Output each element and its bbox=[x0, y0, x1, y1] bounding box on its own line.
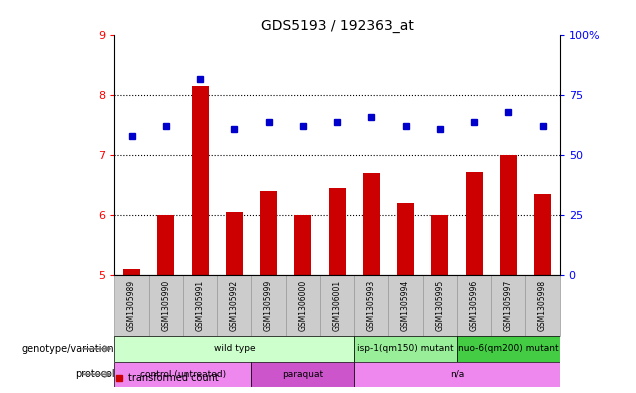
Text: genotype/variation: genotype/variation bbox=[22, 344, 114, 354]
Text: wild type: wild type bbox=[214, 344, 255, 353]
Bar bbox=[286, 275, 320, 336]
Bar bbox=[354, 362, 560, 387]
Bar bbox=[226, 212, 243, 275]
Bar bbox=[431, 215, 448, 275]
Bar bbox=[500, 155, 517, 275]
Bar bbox=[423, 275, 457, 336]
Text: GSM1305996: GSM1305996 bbox=[469, 280, 478, 331]
Bar bbox=[251, 275, 286, 336]
Bar bbox=[389, 275, 423, 336]
Bar bbox=[354, 275, 389, 336]
Bar bbox=[260, 191, 277, 275]
Text: control (untreated): control (untreated) bbox=[140, 370, 226, 379]
Bar bbox=[457, 336, 560, 362]
Text: GSM1305998: GSM1305998 bbox=[538, 280, 547, 331]
Bar bbox=[534, 194, 551, 275]
Bar bbox=[114, 362, 251, 387]
Bar bbox=[354, 336, 457, 362]
Bar bbox=[363, 173, 380, 275]
Bar bbox=[397, 203, 414, 275]
Text: transformed count: transformed count bbox=[128, 373, 219, 383]
Bar bbox=[191, 86, 209, 275]
Bar bbox=[123, 269, 140, 275]
Bar bbox=[466, 172, 483, 275]
Text: n/a: n/a bbox=[450, 370, 464, 379]
Text: isp-1(qm150) mutant: isp-1(qm150) mutant bbox=[357, 344, 454, 353]
Bar bbox=[218, 275, 251, 336]
Bar bbox=[491, 275, 525, 336]
Text: GSM1305999: GSM1305999 bbox=[264, 280, 273, 331]
Text: GSM1305993: GSM1305993 bbox=[367, 280, 376, 331]
Text: GSM1305995: GSM1305995 bbox=[435, 280, 445, 331]
Bar bbox=[149, 275, 183, 336]
Bar bbox=[294, 215, 312, 275]
Title: GDS5193 / 192363_at: GDS5193 / 192363_at bbox=[261, 19, 413, 33]
Bar bbox=[114, 275, 149, 336]
Bar bbox=[114, 336, 354, 362]
Bar bbox=[183, 275, 218, 336]
Text: GSM1306001: GSM1306001 bbox=[333, 280, 342, 331]
Bar bbox=[457, 275, 491, 336]
Text: GSM1305992: GSM1305992 bbox=[230, 280, 239, 331]
Text: nuo-6(qm200) mutant: nuo-6(qm200) mutant bbox=[458, 344, 558, 353]
Text: GSM1306000: GSM1306000 bbox=[298, 280, 307, 331]
Bar bbox=[320, 275, 354, 336]
Bar bbox=[251, 362, 354, 387]
Bar bbox=[525, 275, 560, 336]
Bar bbox=[329, 188, 345, 275]
Text: GSM1305990: GSM1305990 bbox=[162, 280, 170, 331]
Text: GSM1305994: GSM1305994 bbox=[401, 280, 410, 331]
Text: protocol: protocol bbox=[75, 369, 114, 379]
Bar bbox=[157, 215, 174, 275]
Text: GSM1305991: GSM1305991 bbox=[196, 280, 205, 331]
Text: GSM1305997: GSM1305997 bbox=[504, 280, 513, 331]
Text: paraquat: paraquat bbox=[282, 370, 323, 379]
Text: GSM1305989: GSM1305989 bbox=[127, 280, 136, 331]
